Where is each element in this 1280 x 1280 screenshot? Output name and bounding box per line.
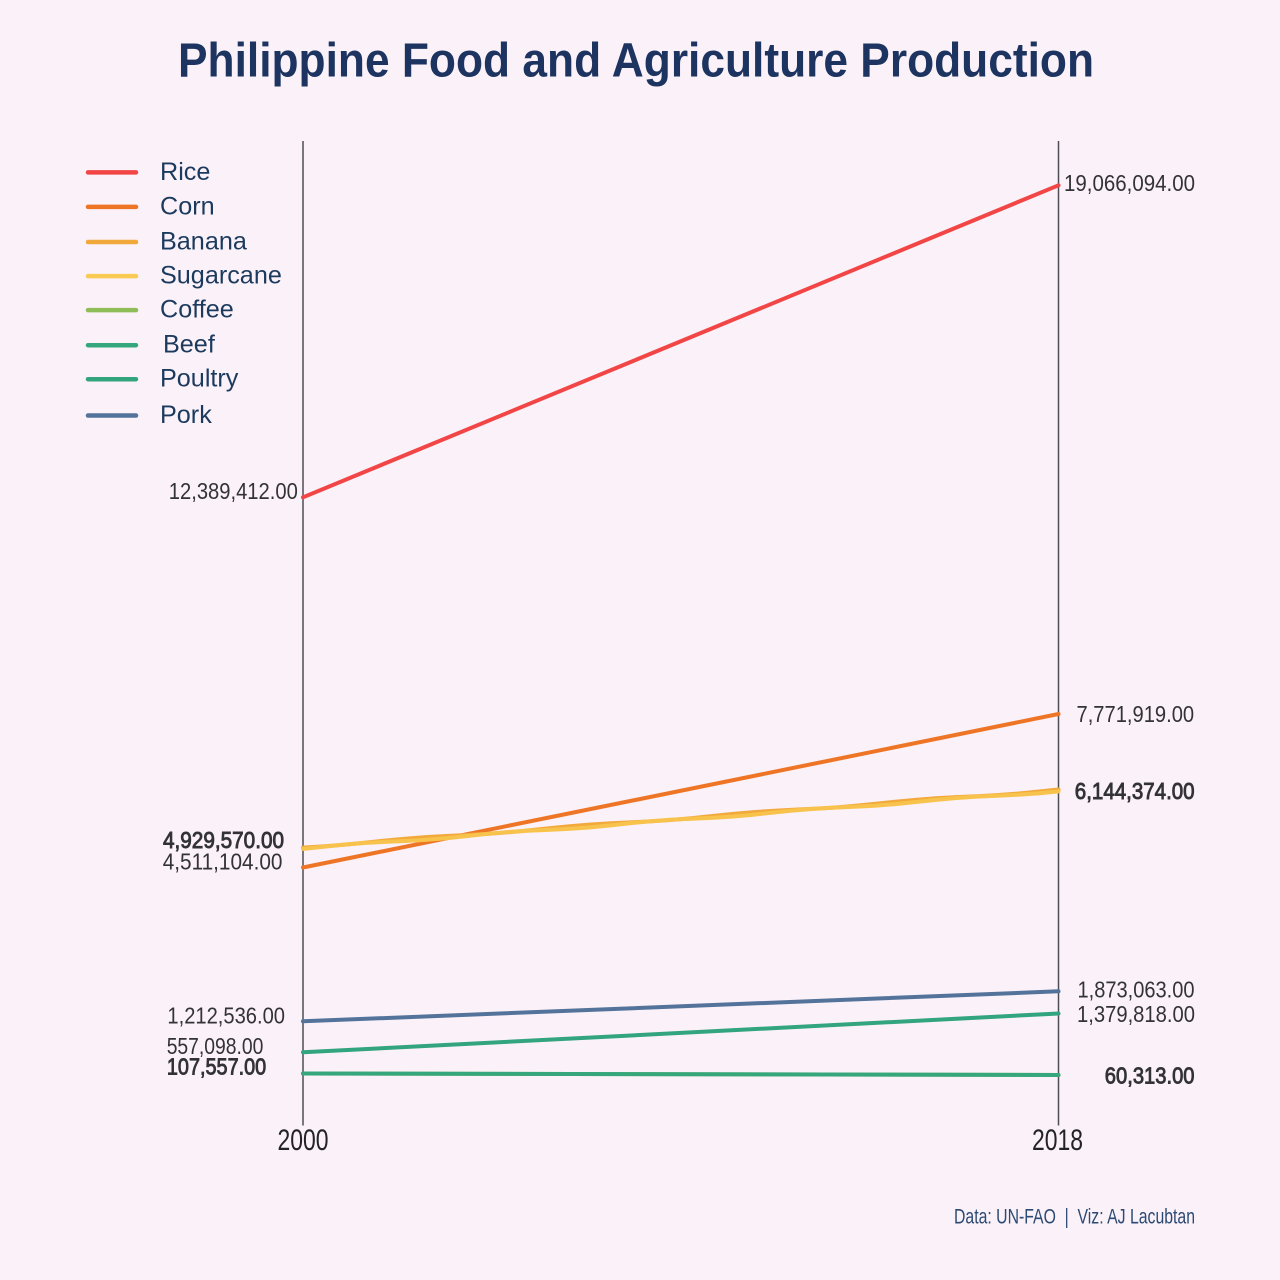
svg-text:12,389,412.00: 12,389,412.00 [169, 478, 298, 504]
svg-text:Rice: Rice [160, 158, 210, 186]
svg-text:Coffee: Coffee [160, 296, 234, 324]
svg-text:1,379,818.00: 1,379,818.00 [1077, 1001, 1195, 1027]
svg-text:6,144,374.00: 6,144,374.00 [1075, 778, 1195, 804]
svg-text:Poultry: Poultry [160, 365, 239, 393]
svg-text:557,098.00: 557,098.00 [167, 1033, 264, 1059]
svg-text:Data: UN-FAO | Viz: AJ Lacub: Data: UN-FAO | Viz: AJ Lacubtan [954, 1206, 1195, 1229]
svg-text:Banana: Banana [160, 228, 248, 256]
svg-text:7,771,919.00: 7,771,919.00 [1077, 701, 1195, 727]
svg-text:Sugarcane: Sugarcane [160, 262, 282, 290]
svg-text:Pork: Pork [160, 401, 212, 429]
svg-text:107,557.00: 107,557.00 [167, 1054, 266, 1080]
svg-text:4,511,104.00: 4,511,104.00 [163, 848, 283, 874]
svg-text:Beef: Beef [163, 331, 216, 359]
svg-text:Philippine Food and Agricultur: Philippine Food and Agriculture Producti… [178, 35, 1094, 88]
svg-text:60,313.00: 60,313.00 [1105, 1063, 1195, 1089]
svg-text:19,066,094.00: 19,066,094.00 [1064, 170, 1195, 196]
svg-text:2000: 2000 [278, 1124, 329, 1157]
svg-text:2018: 2018 [1032, 1124, 1083, 1157]
svg-text:1,873,063.00: 1,873,063.00 [1078, 977, 1195, 1003]
svg-text:1,212,536.00: 1,212,536.00 [167, 1003, 285, 1029]
svg-text:Corn: Corn [160, 192, 215, 220]
svg-text:4,929,570.00: 4,929,570.00 [163, 827, 284, 853]
